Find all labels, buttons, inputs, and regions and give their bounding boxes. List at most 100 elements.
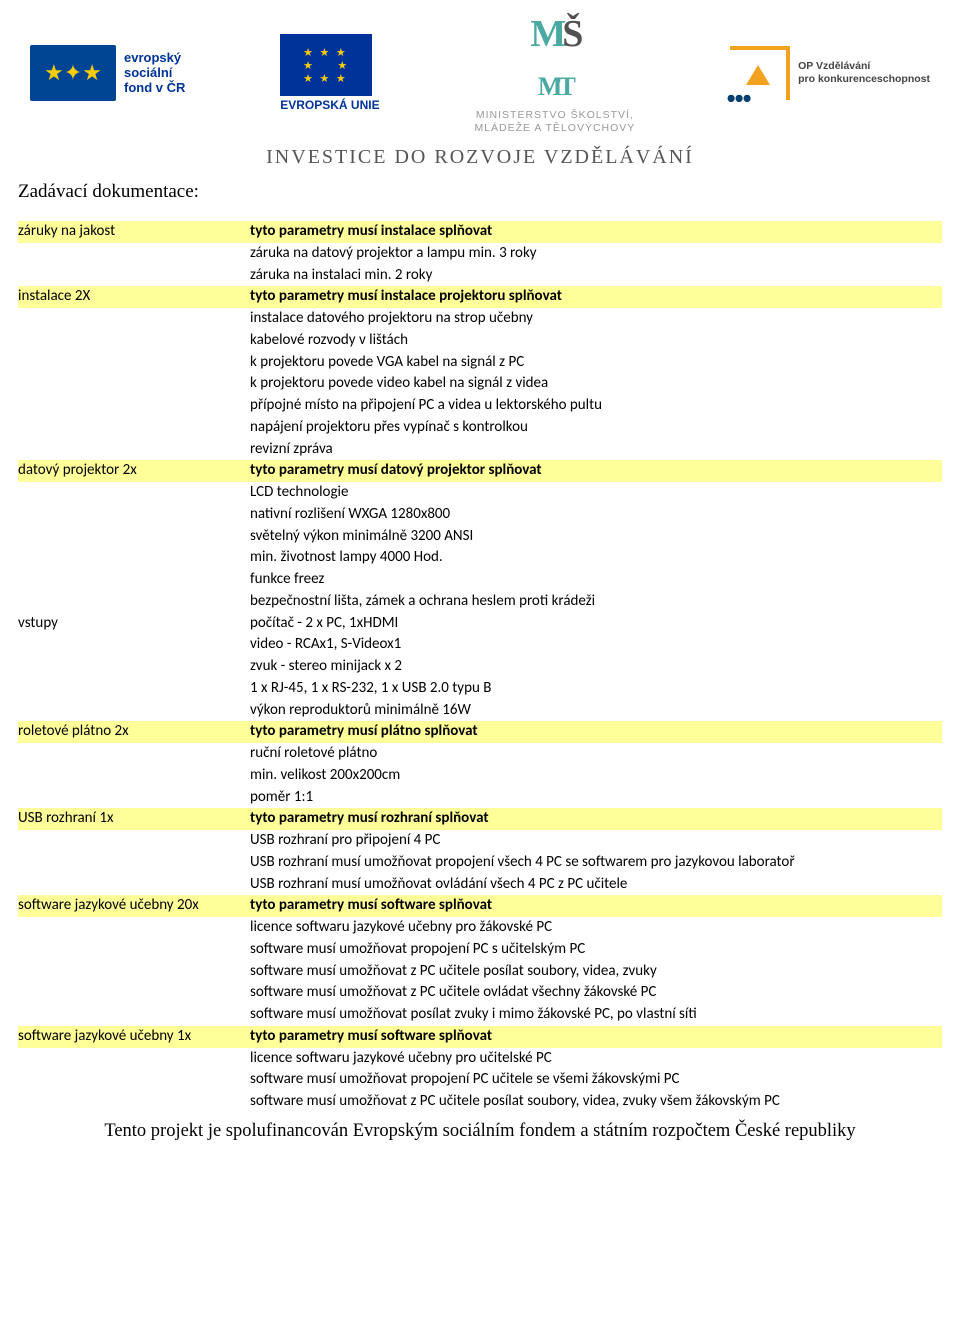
spec-value: instalace datového projektoru na strop u… xyxy=(250,308,942,330)
spec-label xyxy=(18,830,250,852)
spec-label: záruky na jakost xyxy=(18,221,250,243)
op-triangle-icon xyxy=(746,65,770,85)
spec-label xyxy=(18,765,250,787)
spec-value: licence softwaru jazykové učebny pro uči… xyxy=(250,1048,942,1070)
spec-row: USB rozhraní pro připojení 4 PC xyxy=(18,830,942,852)
spec-label xyxy=(18,352,250,374)
msmt-glyph-icon: MŠMT xyxy=(474,10,635,109)
spec-row: software musí umožňovat z PC učitele ovl… xyxy=(18,982,942,1004)
spec-label xyxy=(18,569,250,591)
spec-label xyxy=(18,678,250,700)
spec-label xyxy=(18,591,250,613)
spec-label xyxy=(18,308,250,330)
spec-value: min. velikost 200x200cm xyxy=(250,765,942,787)
spec-label xyxy=(18,1091,250,1113)
spec-value: software musí umožňovat z PC učitele pos… xyxy=(250,1091,942,1113)
spec-value: poměr 1:1 xyxy=(250,787,942,809)
spec-row: software musí umožňovat propojení PC s u… xyxy=(18,939,942,961)
spec-row: 1 x RJ-45, 1 x RS-232, 1 x USB 2.0 typu … xyxy=(18,678,942,700)
spec-value: tyto parametry musí software splňovat xyxy=(250,1026,942,1048)
spec-value: k projektoru povede VGA kabel na signál … xyxy=(250,352,942,374)
spec-row: instalace datového projektoru na strop u… xyxy=(18,308,942,330)
spec-row: revizní zpráva xyxy=(18,439,942,461)
spec-label xyxy=(18,787,250,809)
spec-value: USB rozhraní pro připojení 4 PC xyxy=(250,830,942,852)
esf-people-icon: ★✦★ xyxy=(44,62,102,84)
spec-value: min. životnost lampy 4000 Hod. xyxy=(250,547,942,569)
spec-label: vstupy xyxy=(18,613,250,635)
spec-value: revizní zpráva xyxy=(250,439,942,461)
spec-row: vstupypočítač - 2 x PC, 1xHDMI xyxy=(18,613,942,635)
spec-row: licence softwaru jazykové učebny pro uči… xyxy=(18,1048,942,1070)
msmt-logo: MŠMT MINISTERSTVO ŠKOLSTVÍ, MLÁDEŽE A TĚ… xyxy=(474,10,635,136)
esf-logo: ★✦★ evropský sociální fond v ČR xyxy=(30,45,185,101)
spec-value: tyto parametry musí rozhraní splňovat xyxy=(250,808,942,830)
spec-value: software musí umožňovat propojení PC uči… xyxy=(250,1069,942,1091)
section-header-row: software jazykové učebny 1xtyto parametr… xyxy=(18,1026,942,1048)
spec-row: software musí umožňovat posílat zvuky i … xyxy=(18,1004,942,1026)
esf-label: evropský sociální fond v ČR xyxy=(124,51,185,96)
eu-stars-icon: ★ ★ ★★ ★★ ★ ★ xyxy=(303,46,349,85)
spec-label: software jazykové učebny 1x xyxy=(18,1026,250,1048)
esf-flag-icon: ★✦★ xyxy=(30,45,116,101)
spec-label xyxy=(18,982,250,1004)
document-heading: Zadávací dokumentace: xyxy=(0,181,960,203)
spec-label xyxy=(18,852,250,874)
footer-text: Tento projekt je spolufinancován Evropsk… xyxy=(0,1113,960,1152)
section-header-row: datový projektor 2xtyto parametry musí d… xyxy=(18,460,942,482)
op-text: OP Vzdělávání pro konkurenceschopnost xyxy=(798,60,930,85)
spec-row: zvuk - stereo minijack x 2 xyxy=(18,656,942,678)
spec-value: software musí umožňovat posílat zvuky i … xyxy=(250,1004,942,1026)
spec-row: záruka na instalaci min. 2 roky xyxy=(18,265,942,287)
spec-row: bezpečnostní lišta, zámek a ochrana hesl… xyxy=(18,591,942,613)
section-header-row: roletové plátno 2xtyto parametry musí pl… xyxy=(18,721,942,743)
spec-value: video - RCAx1, S-Videox1 xyxy=(250,634,942,656)
spec-row: LCD technologie xyxy=(18,482,942,504)
spec-label xyxy=(18,526,250,548)
spec-label: USB rozhraní 1x xyxy=(18,808,250,830)
spec-table: záruky na jakosttyto parametry musí inst… xyxy=(0,221,960,1113)
spec-label xyxy=(18,743,250,765)
spec-value: licence softwaru jazykové učebny pro žák… xyxy=(250,917,942,939)
spec-label xyxy=(18,917,250,939)
spec-value: přípojné místo na připojení PC a videa u… xyxy=(250,395,942,417)
spec-label xyxy=(18,961,250,983)
spec-row: software musí umožňovat propojení PC uči… xyxy=(18,1069,942,1091)
spec-label xyxy=(18,700,250,722)
spec-value: 1 x RJ-45, 1 x RS-232, 1 x USB 2.0 typu … xyxy=(250,678,942,700)
spec-label xyxy=(18,939,250,961)
spec-value: výkon reproduktorů minimálně 16W xyxy=(250,700,942,722)
spec-label xyxy=(18,874,250,896)
spec-row: přípojné místo na připojení PC a videa u… xyxy=(18,395,942,417)
spec-value: software musí umožňovat z PC učitele pos… xyxy=(250,961,942,983)
spec-row: světelný výkon minimálně 3200 ANSI xyxy=(18,526,942,548)
spec-label xyxy=(18,265,250,287)
spec-value: software musí umožňovat propojení PC s u… xyxy=(250,939,942,961)
op-title: OP Vzdělávání xyxy=(798,60,870,72)
spec-label xyxy=(18,547,250,569)
spec-row: licence softwaru jazykové učebny pro žák… xyxy=(18,917,942,939)
spec-value: ruční roletové plátno xyxy=(250,743,942,765)
spec-row: USB rozhraní musí umožňovat ovládání vše… xyxy=(18,874,942,896)
eu-label: EVROPSKÁ UNIE xyxy=(280,98,379,112)
spec-label xyxy=(18,439,250,461)
spec-value: tyto parametry musí instalace splňovat xyxy=(250,221,942,243)
spec-label xyxy=(18,1069,250,1091)
spec-row: min. životnost lampy 4000 Hod. xyxy=(18,547,942,569)
spec-value: kabelové rozvody v lištách xyxy=(250,330,942,352)
spec-value: napájení projektoru přes vypínač s kontr… xyxy=(250,417,942,439)
logo-banner: ★✦★ evropský sociální fond v ČR ★ ★ ★★ ★… xyxy=(0,0,960,140)
op-frame-icon: ••• xyxy=(730,46,790,100)
eu-logo: ★ ★ ★★ ★★ ★ ★ EVROPSKÁ UNIE xyxy=(280,34,379,112)
msmt-line1: MINISTERSTVO ŠKOLSTVÍ, xyxy=(474,109,635,123)
op-sub: pro konkurenceschopnost xyxy=(798,73,930,85)
spec-value: software musí umožňovat z PC učitele ovl… xyxy=(250,982,942,1004)
spec-label xyxy=(18,243,250,265)
spec-label: datový projektor 2x xyxy=(18,460,250,482)
spec-value: počítač - 2 x PC, 1xHDMI xyxy=(250,613,942,635)
spec-value: k projektoru povede video kabel na signá… xyxy=(250,373,942,395)
section-header-row: software jazykové učebny 20xtyto paramet… xyxy=(18,895,942,917)
spec-value: tyto parametry musí plátno splňovat xyxy=(250,721,942,743)
spec-value: nativní rozlišení WXGA 1280x800 xyxy=(250,504,942,526)
spec-row: kabelové rozvody v lištách xyxy=(18,330,942,352)
